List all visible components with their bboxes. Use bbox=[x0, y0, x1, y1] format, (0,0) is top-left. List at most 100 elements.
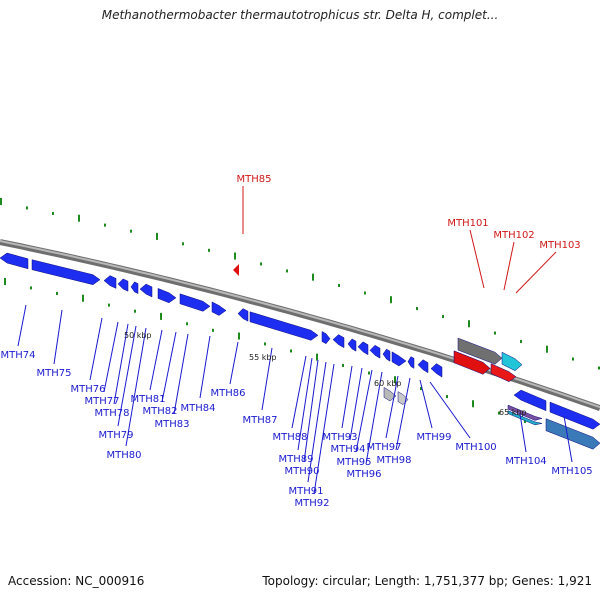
gene-arrow bbox=[321, 331, 331, 345]
map-title: Methanothermobacter thermautotrophicus s… bbox=[101, 8, 499, 22]
leader-line bbox=[303, 359, 319, 463]
scale-labels: 50 kbp 55 kbp 60 kbp 65 kbp bbox=[124, 331, 527, 417]
tick-mark bbox=[368, 371, 370, 375]
leader-line bbox=[229, 341, 239, 385]
leader-line bbox=[291, 355, 307, 429]
leader-line bbox=[469, 229, 485, 289]
gene-marker-red bbox=[233, 264, 239, 276]
gene-arrow bbox=[179, 293, 211, 312]
gene-label: MTH94 bbox=[331, 444, 366, 455]
gene-label: MTH90 bbox=[285, 466, 320, 477]
tick-mark bbox=[446, 395, 448, 399]
tick-mark bbox=[78, 214, 80, 222]
tick-mark bbox=[468, 320, 470, 328]
tick-mark bbox=[238, 332, 240, 340]
gene-label: MTH93 bbox=[323, 432, 358, 443]
leader-line bbox=[419, 379, 433, 429]
gene-arrow bbox=[357, 341, 369, 356]
gene-label: MTH95 bbox=[337, 457, 372, 468]
leader-line bbox=[349, 367, 363, 441]
tick-mark bbox=[338, 283, 340, 287]
gene-label: MTH97 bbox=[367, 442, 402, 453]
leader-line bbox=[429, 381, 471, 439]
tick-mark bbox=[212, 328, 214, 332]
tick-mark bbox=[420, 387, 422, 391]
gene-arrow bbox=[391, 351, 407, 367]
tick-mark bbox=[416, 307, 418, 311]
tick-mark bbox=[312, 273, 314, 281]
gene-label: MTH101 bbox=[447, 218, 488, 229]
leader-line bbox=[17, 304, 27, 347]
gene-arrow bbox=[430, 363, 443, 378]
tick-mark bbox=[0, 198, 2, 205]
tick-mark bbox=[264, 342, 266, 346]
gene-label: MTH75 bbox=[37, 368, 72, 379]
scale-ticks bbox=[0, 198, 600, 441]
gene-labels: MTH85MTH101MTH102MTH103MTH74MTH75MTH76MT… bbox=[1, 174, 593, 509]
tick-mark bbox=[494, 331, 496, 335]
tick-mark bbox=[498, 411, 500, 415]
tick-mark bbox=[316, 353, 318, 361]
tick-mark bbox=[130, 229, 132, 233]
gene-label: MTH87 bbox=[243, 415, 278, 426]
tick-mark bbox=[520, 340, 522, 344]
tick-mark bbox=[4, 278, 6, 285]
gene-arrow bbox=[407, 356, 415, 369]
gene-arrow bbox=[117, 278, 129, 292]
gene-label: MTH78 bbox=[95, 408, 130, 419]
gene-label: MTH92 bbox=[295, 498, 330, 509]
tick-mark bbox=[182, 242, 184, 246]
gene-arrow bbox=[31, 259, 101, 285]
leader-line bbox=[113, 323, 129, 405]
gene-arrow bbox=[513, 389, 547, 412]
gene-arrow bbox=[157, 288, 177, 304]
gene-arrow bbox=[549, 401, 600, 430]
gene-arrow bbox=[211, 301, 227, 316]
leader-line bbox=[89, 317, 103, 381]
tick-mark bbox=[234, 252, 236, 260]
tick-mark bbox=[390, 296, 392, 304]
gene-features bbox=[0, 252, 600, 450]
gene-label: MTH84 bbox=[181, 403, 216, 414]
gene-arrow bbox=[382, 348, 391, 362]
leader-line bbox=[199, 335, 211, 399]
gene-arrow bbox=[369, 344, 381, 359]
tick-mark bbox=[342, 363, 344, 367]
leader-line bbox=[125, 327, 147, 447]
scale-label: 60 kbp bbox=[374, 379, 402, 388]
leader-line bbox=[341, 365, 353, 429]
leader-line bbox=[161, 331, 177, 403]
gene-arrow bbox=[103, 275, 117, 289]
gene-block-cyan bbox=[507, 410, 543, 426]
gene-arrow-red bbox=[490, 363, 517, 382]
leader-line bbox=[313, 363, 335, 495]
gene-label: MTH104 bbox=[505, 456, 546, 467]
tick-mark bbox=[156, 232, 158, 240]
tick-mark bbox=[82, 294, 84, 302]
gene-label: MTH100 bbox=[455, 442, 496, 453]
tick-mark bbox=[290, 349, 292, 353]
gene-label: MTH80 bbox=[107, 450, 142, 461]
leader-line bbox=[365, 371, 383, 465]
gene-arrow bbox=[130, 281, 139, 294]
leader-line bbox=[385, 375, 399, 439]
gene-label: MTH89 bbox=[279, 454, 314, 465]
tick-mark bbox=[260, 262, 262, 266]
gene-arrow bbox=[237, 308, 249, 322]
leader-line bbox=[355, 369, 373, 453]
gene-label: MTH85 bbox=[237, 174, 272, 185]
gene-label: MTH82 bbox=[143, 406, 178, 417]
gene-arrow bbox=[0, 252, 29, 270]
gene-arrow bbox=[139, 283, 153, 298]
tick-mark bbox=[52, 211, 54, 215]
gene-label: MTH105 bbox=[551, 466, 592, 477]
leader-line bbox=[503, 241, 515, 291]
leader-line bbox=[261, 347, 273, 411]
gene-label: MTH81 bbox=[131, 394, 166, 405]
tick-mark bbox=[286, 269, 288, 273]
leader-line bbox=[395, 377, 411, 451]
gene-block-purple bbox=[507, 404, 543, 421]
scale-label: 50 kbp bbox=[124, 331, 152, 340]
gene-label: MTH76 bbox=[71, 384, 106, 395]
